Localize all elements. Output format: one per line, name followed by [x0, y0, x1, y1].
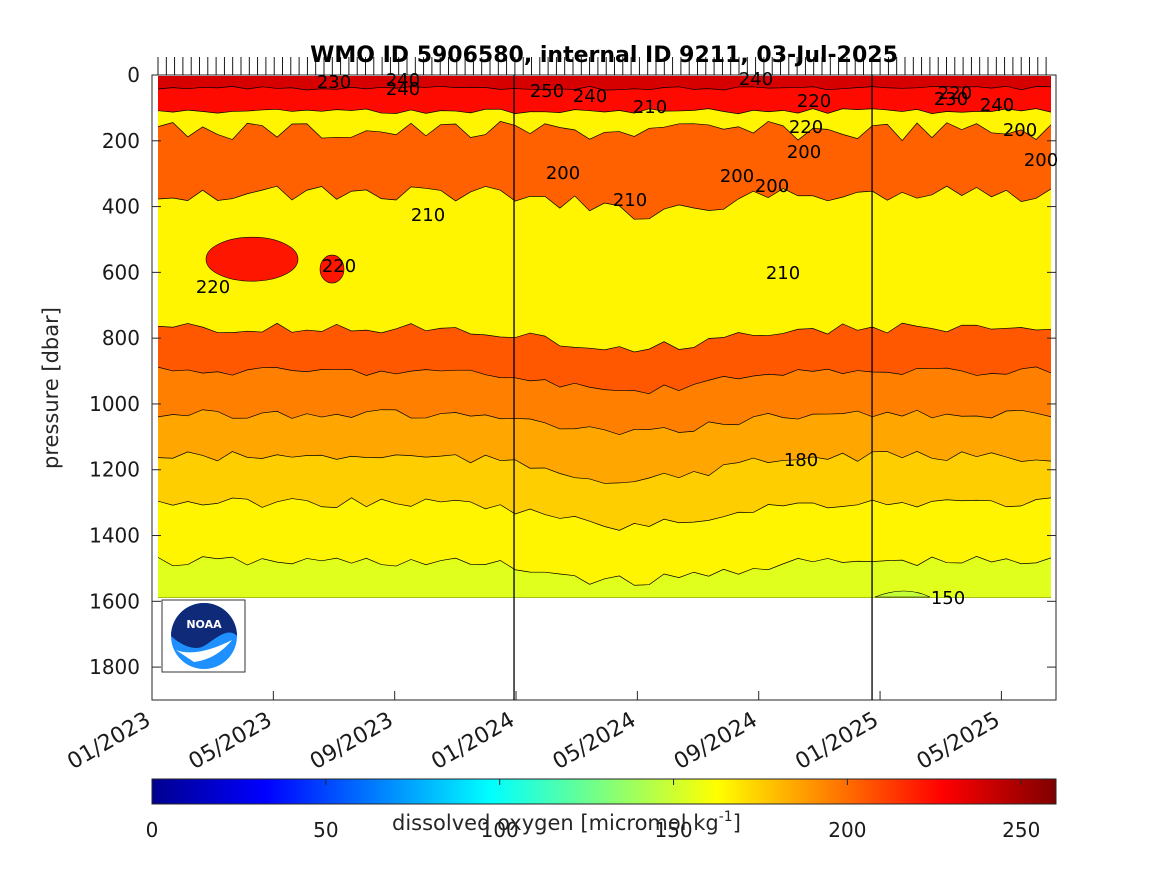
- x-tick-label: 05/2025: [913, 708, 1005, 775]
- band-195: [158, 366, 1051, 435]
- y-tick-label: 1800: [89, 655, 140, 679]
- x-tick-label: 05/2023: [185, 708, 277, 775]
- profile-ticks: [157, 57, 1047, 75]
- contour-label: 240: [386, 70, 420, 91]
- contour-label: 220: [797, 91, 831, 112]
- contour-label: 200: [720, 166, 754, 187]
- contour-label: 200: [1003, 120, 1037, 141]
- contour-label: 210: [633, 97, 667, 118]
- contour-label: 200: [546, 163, 580, 184]
- contour-label: 240: [573, 86, 607, 107]
- y-tick-label: 1400: [89, 524, 140, 548]
- noaa-logo-text: NOAA: [186, 618, 222, 631]
- chart-title: WMO ID 5906580, internal ID 9211, 03-Jul…: [310, 43, 898, 68]
- y-tick-label: 1600: [89, 589, 140, 613]
- x-tick-label: 09/2024: [670, 708, 762, 775]
- band-surface-238: [158, 76, 1051, 91]
- x-tick-label: 01/2024: [427, 708, 519, 775]
- colorbar: [151, 778, 1057, 805]
- band-165: [158, 497, 1051, 586]
- band-205: [158, 323, 1051, 394]
- band-175: [158, 451, 1051, 531]
- contour-line-205: [158, 185, 1051, 220]
- contour-lines: [158, 85, 1051, 598]
- colorbar-tick-label: 250: [1002, 818, 1040, 842]
- y-axis: 0 200 400 600 800 1000 1200 1400 1600 1800: [89, 63, 1056, 679]
- contour-label: 220: [938, 83, 972, 104]
- contour-bands: [158, 76, 1051, 598]
- contour-label: 240: [739, 69, 773, 90]
- contour-label: 230: [934, 89, 968, 110]
- band-patch-220b: [319, 254, 345, 284]
- contour-label: 200: [787, 142, 821, 163]
- contour-line-170: [158, 497, 1051, 531]
- year-boundary-lines: [513, 75, 873, 700]
- x-tick-label: 01/2025: [791, 708, 883, 775]
- colorbar-tick-label: 100: [481, 818, 519, 842]
- contour-label: 220: [196, 277, 230, 298]
- y-axis-label: pressure [dbar]: [39, 307, 63, 469]
- contour-line-190: [158, 409, 1051, 436]
- x-tick-label: 05/2024: [549, 708, 641, 775]
- noaa-logo: NOAA: [161, 599, 246, 673]
- x-axis: 01/2023 05/2023 09/2023 01/2024 05/2024 09/20…: [63, 691, 1004, 775]
- y-tick-label: 1200: [89, 458, 140, 482]
- y-tick-label: 800: [102, 326, 140, 350]
- band-155: [158, 556, 1051, 598]
- y-tick-label: 200: [102, 129, 140, 153]
- colorbar-tick-label: 200: [828, 818, 866, 842]
- contour-label: 200: [755, 176, 789, 197]
- contour-line-200: [158, 121, 1051, 142]
- colorbar-label: dissolved oxygen [micromol kg-1]: [392, 809, 741, 835]
- contour-line-180: [158, 451, 1051, 484]
- y-tick-label: 600: [102, 260, 140, 284]
- y-tick-label: 400: [102, 195, 140, 219]
- band-patch-220: [205, 236, 299, 282]
- contour-label: 200: [1024, 150, 1058, 171]
- contour-line-220: [158, 108, 1051, 115]
- contour-label: 210: [613, 190, 647, 211]
- y-tick-label: 1000: [89, 392, 140, 416]
- x-tick-label: 09/2023: [306, 708, 398, 775]
- contour-line-210: [158, 322, 1051, 353]
- contour-label: 240: [386, 79, 420, 100]
- colorbar-tick-label: 50: [313, 818, 338, 842]
- colorbar-ticks: 0 50 100 150 200 250: [146, 779, 1040, 842]
- colorbar-tick-label: 150: [654, 818, 692, 842]
- contour-label: 230: [317, 72, 351, 93]
- contour-label: 220: [789, 117, 823, 138]
- contour-line-160: [158, 556, 1051, 586]
- colorbar-tick-label: 0: [146, 818, 159, 842]
- contour-label: 220: [322, 256, 356, 277]
- band-upper-205: [158, 121, 1051, 220]
- contour-label: 150: [931, 588, 965, 609]
- contour-line-200: [158, 366, 1051, 395]
- contour-label: 250: [530, 81, 564, 102]
- y-tick-label: 0: [127, 63, 140, 87]
- x-tick-label: 01/2023: [63, 708, 155, 775]
- contour-label: 240: [980, 95, 1014, 116]
- contour-line-240: [158, 85, 1051, 91]
- contour-label: 210: [766, 263, 800, 284]
- contour-label: 180: [784, 450, 818, 471]
- band-185: [158, 409, 1051, 484]
- band-patch-150: [874, 590, 931, 598]
- contour-label: 210: [411, 205, 445, 226]
